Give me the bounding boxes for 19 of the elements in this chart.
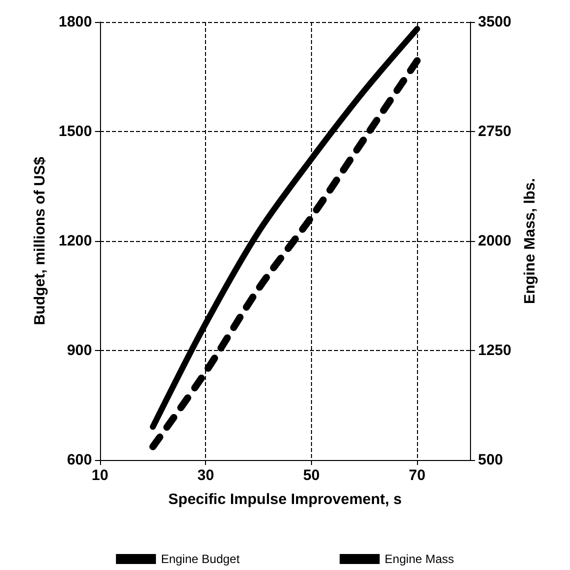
legend-label: Engine Budget	[160, 552, 240, 566]
y2-tick-label: 500	[478, 452, 504, 468]
y2-tick-label: 2000	[478, 232, 512, 250]
x-tick-label: 50	[303, 467, 320, 484]
y2-tick-label: 2750	[478, 123, 512, 140]
x-axis-title: Specific Impulse Improvement, s	[168, 491, 402, 508]
y-tick-label: 600	[66, 452, 92, 468]
y2-tick-label: 3500	[478, 14, 512, 30]
y-tick-label: 1500	[58, 123, 92, 140]
y-tick-label: 1800	[58, 14, 92, 30]
x-tick-label: 10	[92, 467, 108, 484]
y-tick-label: 900	[66, 342, 92, 359]
y2-axis-title: Engine Mass, lbs.	[521, 178, 538, 304]
y-tick-label: 1200	[58, 232, 92, 250]
y-axis-title: Budget, millions of US$	[32, 156, 49, 326]
x-tick-label: 70	[408, 467, 426, 484]
x-tick-label: 30	[197, 467, 214, 484]
legend-label: Engine Mass	[384, 552, 454, 566]
y2-tick-label: 1250	[478, 342, 512, 359]
